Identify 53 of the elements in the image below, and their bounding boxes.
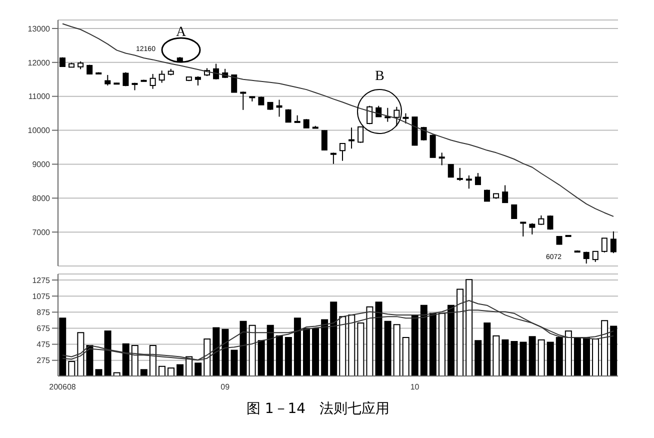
candlestick — [430, 134, 436, 158]
candlestick — [583, 251, 590, 264]
candlestick — [339, 142, 346, 162]
y-tick-label: 8000 — [32, 194, 51, 203]
candlestick — [466, 174, 472, 190]
y-tick-label: 11000 — [28, 92, 51, 102]
annotation: A — [176, 25, 186, 40]
y-tick-label: 9000 — [32, 160, 51, 170]
y-tick-label: 275 — [36, 356, 51, 366]
line-series — [62, 23, 614, 217]
candlestick — [158, 70, 165, 84]
x-tick-label: 200608 — [49, 382, 76, 392]
candlestick — [330, 152, 336, 164]
annotation: B — [375, 69, 384, 84]
candlestick — [194, 76, 201, 86]
y-tick-label: 675 — [36, 324, 51, 334]
x-tick-label: 10 — [410, 382, 420, 392]
y-tick-label: 1275 — [32, 276, 51, 285]
candlestick — [610, 230, 616, 254]
candlestick — [529, 222, 536, 235]
candlestick — [511, 204, 518, 219]
candlestick — [240, 91, 246, 110]
y-tick-label: 875 — [36, 308, 51, 317]
line-series — [62, 300, 614, 360]
y-tick-label: 12000 — [28, 58, 51, 68]
y-tick-label: 10000 — [28, 126, 51, 136]
candlestick — [448, 164, 454, 178]
y-tick-label: 1075 — [32, 292, 51, 301]
candlestick — [122, 72, 129, 87]
x-tick-label: 09 — [220, 382, 230, 392]
caption: 图 1－14 法则七应用 — [245, 400, 391, 418]
candlestick — [285, 108, 292, 123]
candlestick — [394, 106, 400, 127]
candlestick — [474, 172, 481, 186]
candlestick — [358, 126, 364, 144]
candlestick — [402, 112, 409, 124]
y-tick-label: 7000 — [32, 228, 51, 237]
candlestick — [520, 221, 526, 237]
candlestick — [104, 74, 111, 86]
candlestick — [321, 130, 328, 151]
candlestick — [601, 238, 608, 253]
candlestick — [502, 184, 508, 204]
candlestick — [592, 250, 598, 262]
candlestick — [231, 74, 238, 93]
candlestick — [150, 73, 156, 90]
y-tick-label: 475 — [36, 340, 51, 350]
candlestick — [348, 127, 355, 150]
candlestick — [484, 189, 490, 202]
candlestick — [276, 99, 282, 118]
candlestick — [538, 214, 544, 226]
y-tick-label: 13000 — [28, 24, 51, 34]
candlestick — [438, 152, 445, 166]
candlestick — [456, 167, 463, 182]
